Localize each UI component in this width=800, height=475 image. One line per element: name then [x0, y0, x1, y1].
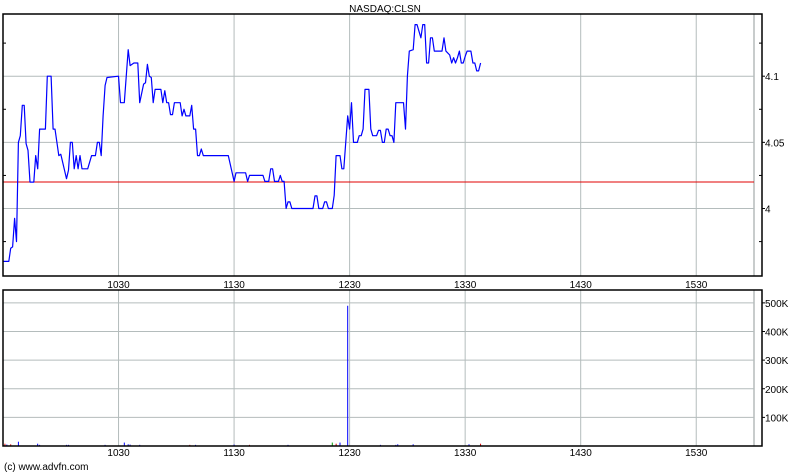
plot-area — [3, 14, 762, 276]
y-tick-label: 500K — [765, 299, 789, 310]
y-tick-label: 400K — [765, 328, 789, 339]
x-tick-label: 1430 — [570, 280, 593, 291]
y-tick-label: 4 — [765, 205, 771, 216]
x-tick-label: 1530 — [685, 448, 708, 459]
y-tick-label: 200K — [765, 385, 789, 396]
x-tick-label: 1030 — [107, 280, 130, 291]
price-panel-frame — [2, 13, 763, 277]
x-tick-label: 1530 — [685, 280, 708, 291]
copyright-text: (c) www.advfn.com — [4, 462, 88, 473]
chart-title: NASDAQ:CLSN — [349, 4, 421, 15]
x-tick-label: 1430 — [570, 448, 593, 459]
x-tick-label: 1230 — [338, 448, 361, 459]
volume-panel: 1030 1130 1230 1330 1430 1530 100K 200K 300K 400K… — [2, 289, 789, 459]
volume-panel-frame — [2, 289, 763, 447]
y-tick-label: 4.1 — [765, 72, 779, 83]
x-tick-label: 1330 — [454, 448, 477, 459]
x-tick-label: 1330 — [454, 280, 477, 291]
x-tick-label: 1130 — [223, 448, 245, 459]
y-tick-label: 300K — [765, 356, 789, 367]
y-tick-label: 100K — [765, 413, 789, 424]
plot-area — [3, 290, 762, 446]
price-panel: 1030 1130 1230 1330 1430 1530 4 4.05 4.1 — [2, 13, 785, 291]
y-tick-label: 4.05 — [765, 138, 785, 149]
x-tick-label: 1230 — [338, 280, 361, 291]
x-tick-label: 1030 — [107, 448, 130, 459]
price-line — [3, 24, 482, 262]
x-tick-label: 1130 — [223, 280, 245, 291]
